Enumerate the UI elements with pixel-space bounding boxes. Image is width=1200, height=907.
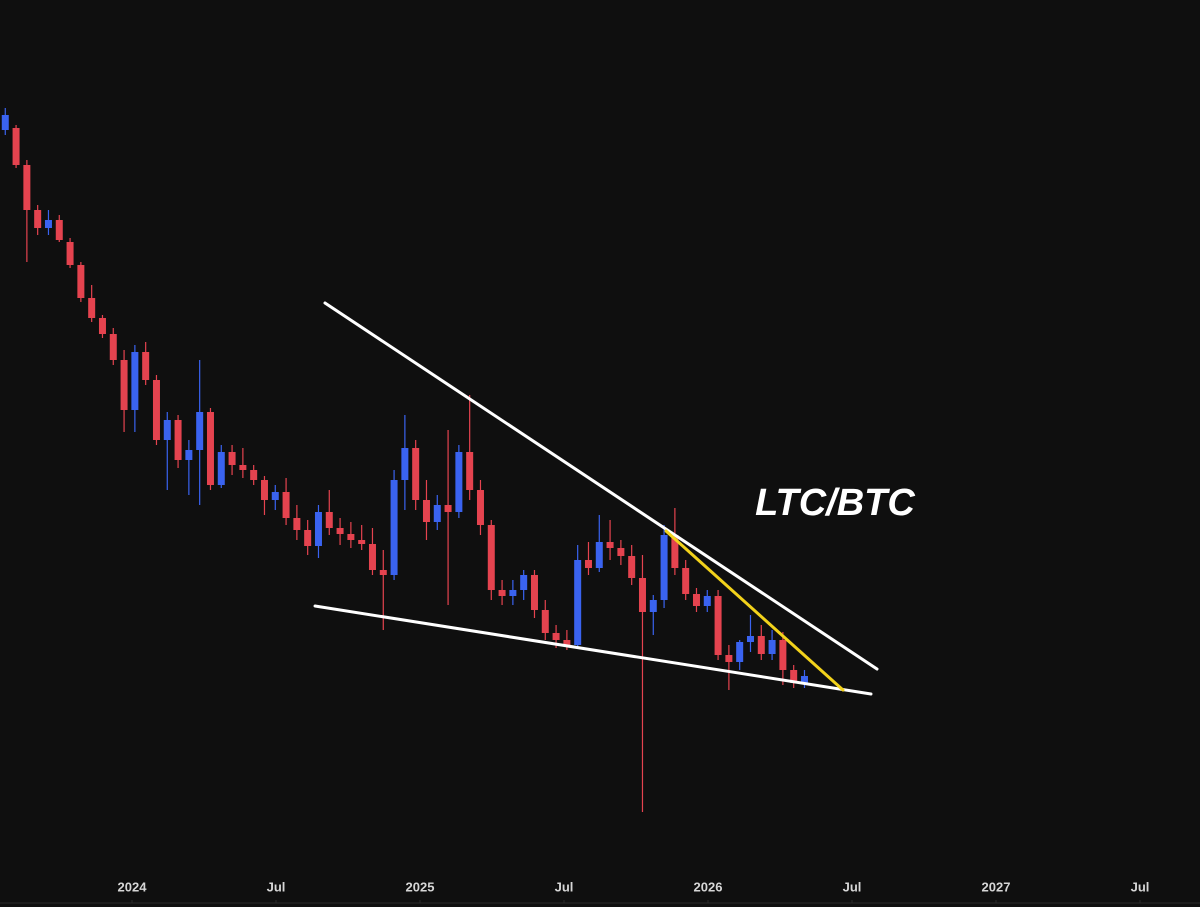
chart-title: LTC/BTC <box>755 482 915 524</box>
candle-body <box>368 544 376 570</box>
candle-body <box>682 568 690 594</box>
candle-body <box>455 452 463 512</box>
candle-body <box>779 640 787 670</box>
candle-body <box>476 490 484 525</box>
candle-body <box>174 420 182 460</box>
candle-body <box>725 655 733 662</box>
candle-body <box>163 420 171 440</box>
x-tick-label: Jul <box>555 879 574 894</box>
candle-body <box>142 352 150 380</box>
candle-body <box>498 590 506 596</box>
candle-body <box>736 642 744 662</box>
candle-body <box>692 594 700 606</box>
candle-body <box>1 115 9 130</box>
candle-body <box>217 452 225 485</box>
candle-body <box>55 220 63 240</box>
candle-body <box>34 210 42 228</box>
candle-body <box>606 542 614 548</box>
candle-body <box>98 318 106 334</box>
candle-body <box>314 512 322 546</box>
candle-body <box>131 352 139 410</box>
candle-body <box>768 640 776 654</box>
candle-body <box>584 560 592 568</box>
candle-body <box>401 448 409 480</box>
candle-body <box>595 542 603 568</box>
x-tick-label: 2025 <box>406 879 435 894</box>
yellow-trendline <box>664 529 845 692</box>
candle-body <box>304 530 312 546</box>
x-tick-label: 2024 <box>118 879 148 894</box>
candles <box>1 108 808 812</box>
candle-body <box>88 298 96 318</box>
candle-body <box>239 465 247 470</box>
candle-body <box>790 670 798 683</box>
candle-body <box>12 128 20 165</box>
candle-body <box>714 596 722 655</box>
candle-body <box>120 360 128 410</box>
x-tick-label: Jul <box>843 879 862 894</box>
candle-body <box>66 242 74 265</box>
candle-body <box>563 640 571 645</box>
candle-body <box>444 505 452 512</box>
candle-body <box>282 492 290 518</box>
x-tick-label: 2026 <box>694 879 723 894</box>
candle-body <box>250 470 258 480</box>
candle-body <box>152 380 160 440</box>
x-tick-label: Jul <box>267 879 286 894</box>
candle-body <box>574 560 582 645</box>
x-tick-label: Jul <box>1131 879 1150 894</box>
candle-body <box>703 596 711 606</box>
candle-body <box>520 575 528 590</box>
candle-body <box>271 492 279 500</box>
candle-body <box>422 500 430 522</box>
candle-body <box>466 452 474 490</box>
candle-body <box>347 534 355 540</box>
candle-body <box>77 265 85 298</box>
candle-body <box>44 220 52 228</box>
candle-body <box>746 636 754 642</box>
candle-body <box>228 452 236 465</box>
candle-body <box>358 540 366 544</box>
candle-body <box>628 556 636 578</box>
candle-body <box>660 535 668 600</box>
candle-body <box>260 480 268 500</box>
candle-body <box>757 636 765 654</box>
lower-trendline <box>313 604 873 696</box>
candle-body <box>638 578 646 612</box>
candle-body <box>196 412 204 450</box>
candle-body <box>433 505 441 522</box>
candle-body <box>336 528 344 534</box>
candle-body <box>509 590 517 596</box>
candle-body <box>530 575 538 610</box>
candle-body <box>487 525 495 590</box>
candle-body <box>412 448 420 500</box>
candle-body <box>293 518 301 530</box>
candle-body <box>325 512 333 528</box>
x-tick-label: 2027 <box>982 879 1011 894</box>
candle-body <box>800 676 808 683</box>
candle-body <box>23 165 31 210</box>
candle-body <box>617 548 625 556</box>
candle-body <box>206 412 214 485</box>
candle-body <box>390 480 398 575</box>
candle-body <box>649 600 657 612</box>
candle-body <box>671 535 679 568</box>
upper-trendline <box>323 301 879 671</box>
candle-body <box>552 633 560 640</box>
candle-body <box>541 610 549 633</box>
candle-body <box>109 334 117 360</box>
candle-body <box>185 450 193 460</box>
candle-body <box>379 570 387 575</box>
